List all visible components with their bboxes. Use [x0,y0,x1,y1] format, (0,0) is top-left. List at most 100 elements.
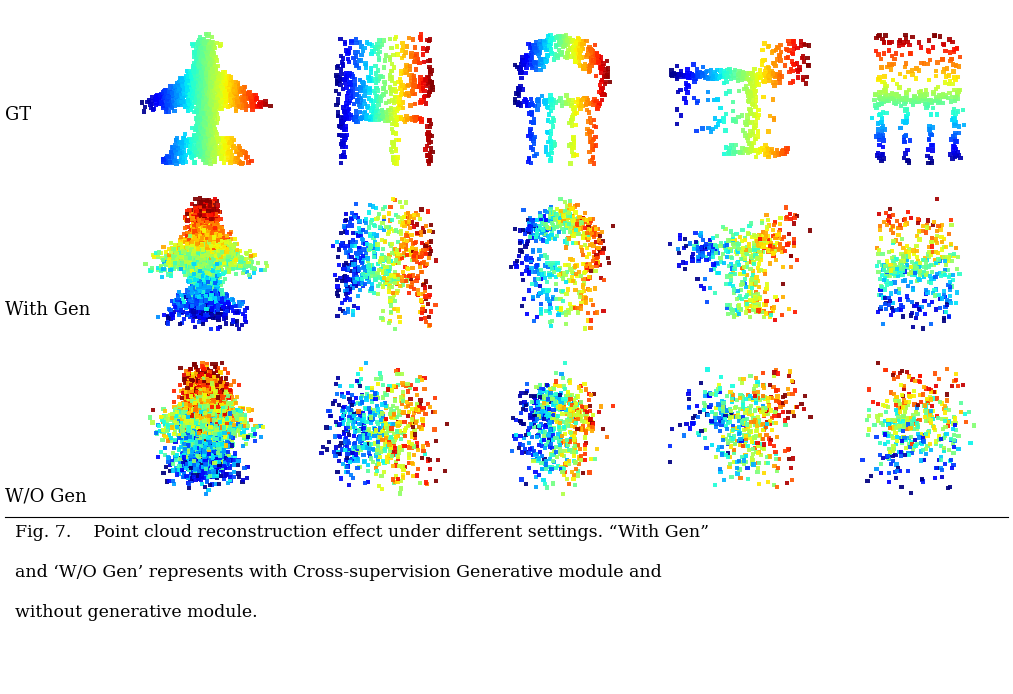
Point [187,124,204,135]
Point [176,89,192,100]
Point [204,308,220,319]
Point [201,72,217,83]
Point [203,258,219,269]
Point [199,62,215,74]
Point [203,274,219,285]
Point [207,85,223,96]
Point [184,404,201,415]
Point [193,232,210,244]
Point [200,289,216,301]
Point [197,300,213,311]
Point [191,390,208,401]
Point [200,201,216,212]
Point [743,75,759,86]
Point [556,463,572,474]
Point [558,33,574,44]
Point [200,236,216,247]
Point [200,144,216,155]
Point [194,49,211,60]
Point [197,432,213,443]
Point [567,222,583,233]
Point [194,101,211,112]
Point [247,101,263,112]
Point [197,145,213,156]
Point [377,445,393,456]
Point [350,406,367,417]
Point [194,37,211,49]
Point [197,423,213,434]
Point [190,439,207,450]
Point [204,439,220,450]
Point [724,236,741,247]
Point [196,135,212,146]
Point [690,274,706,285]
Point [193,429,210,440]
Point [523,55,539,66]
Point [591,235,607,246]
Point [196,255,212,266]
Point [211,421,227,432]
Point [905,262,921,273]
Point [759,418,775,430]
Point [183,255,200,266]
Point [194,225,211,236]
Point [204,392,220,403]
Point [362,199,378,210]
Point [194,45,211,56]
Point [592,80,608,91]
Point [203,303,219,314]
Point [167,84,183,95]
Point [188,408,205,419]
Point [202,277,218,288]
Point [347,427,364,438]
Point [199,148,215,159]
Point [743,108,759,119]
Point [165,82,181,93]
Point [784,65,800,76]
Point [232,157,248,168]
Point [923,128,939,139]
Point [193,416,210,427]
Point [177,419,193,430]
Point [197,301,213,312]
Point [188,271,205,282]
Point [202,86,218,97]
Point [197,91,213,102]
Point [205,79,221,90]
Point [196,412,212,423]
Point [197,242,213,253]
Point [199,128,215,139]
Point [164,95,180,106]
Point [199,148,215,159]
Point [192,142,209,153]
Point [194,194,211,205]
Point [190,144,207,155]
Point [217,409,233,420]
Point [187,417,204,428]
Point [211,404,227,415]
Point [194,116,211,127]
Point [419,155,436,167]
Point [681,385,697,396]
Point [519,53,535,65]
Point [188,213,205,224]
Point [190,295,207,306]
Point [148,247,164,258]
Point [231,424,247,435]
Point [380,456,396,467]
Point [196,115,212,126]
Point [191,250,208,261]
Point [217,428,233,439]
Point [209,394,225,405]
Point [539,49,555,60]
Point [196,34,212,45]
Point [673,66,689,77]
Point [200,290,216,301]
Point [747,99,763,110]
Point [384,124,400,135]
Point [206,413,222,424]
Point [742,87,758,98]
Point [201,446,217,457]
Point [890,403,907,414]
Point [785,35,801,46]
